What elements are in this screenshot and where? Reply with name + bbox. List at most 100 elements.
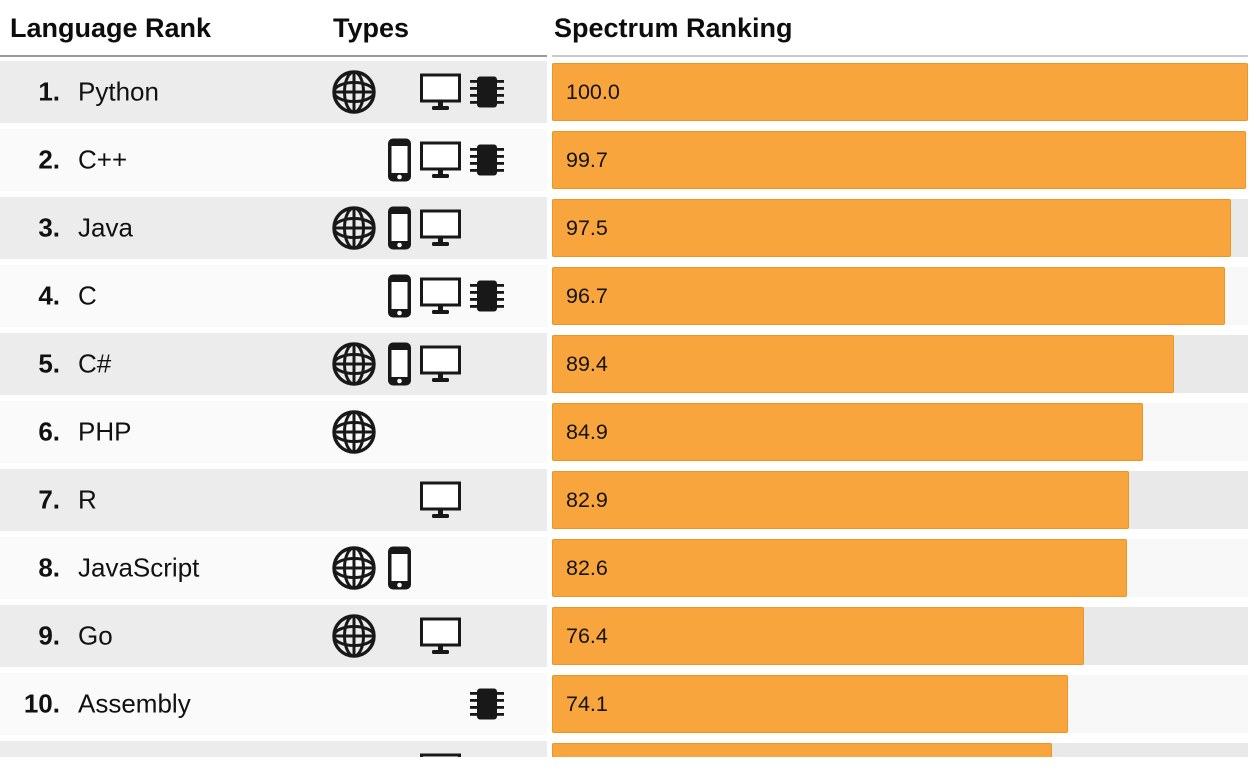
language-row: 3. Java xyxy=(0,194,1256,262)
rank-number: 1. xyxy=(38,76,60,107)
ranking-bar: 100.0 xyxy=(552,63,1248,121)
ranking-bar: 76.4 xyxy=(552,607,1084,665)
ranking-value: 100.0 xyxy=(566,79,620,104)
language-row-left-band: 6. PHP xyxy=(0,401,547,463)
ranking-value: 97.5 xyxy=(566,215,608,240)
language-row-left-band: 1. Python xyxy=(0,61,547,123)
embedded-chip-icon xyxy=(470,74,504,111)
ranking-rows-container: 1. Python xyxy=(0,58,1256,757)
web-globe-icon xyxy=(331,205,377,251)
language-name: R xyxy=(78,484,97,515)
language-name: C# xyxy=(78,348,112,379)
ranking-bar: 97.5 xyxy=(552,199,1231,257)
table-header: Language Rank Types Spectrum Ranking xyxy=(0,0,1256,57)
language-row-left-band: 2. C++ xyxy=(0,129,547,191)
language-row: 9. Go xyxy=(0,602,1256,670)
language-row-left-band: 10. Assembly xyxy=(0,673,547,735)
language-row: 10. Assembly xyxy=(0,670,1256,738)
rank-number: 9. xyxy=(38,620,60,651)
ranking-bar: 84.9 xyxy=(552,403,1143,461)
web-globe-icon xyxy=(331,545,377,591)
language-row-left-band: 4. C xyxy=(0,265,547,327)
web-globe-icon xyxy=(331,613,377,659)
language-row-left-band: 3. Java xyxy=(0,197,547,259)
language-row: 4. C xyxy=(0,262,1256,330)
embedded-chip-icon xyxy=(470,142,504,179)
language-name: Assembly xyxy=(78,688,191,719)
language-name: C++ xyxy=(78,144,128,175)
rank-number: 4. xyxy=(38,280,60,311)
ranking-bar: 82.9 xyxy=(552,471,1129,529)
ranking-value: 82.6 xyxy=(566,555,608,580)
desktop-monitor-icon xyxy=(420,209,461,247)
desktop-monitor-icon xyxy=(420,617,461,655)
mobile-phone-icon xyxy=(387,206,412,251)
ranking-bar: 96.7 xyxy=(552,267,1226,325)
ranking-value: 82.9 xyxy=(566,487,608,512)
mobile-phone-icon xyxy=(387,342,412,387)
ranking-value: 89.4 xyxy=(566,351,608,376)
ranking-value: 96.7 xyxy=(566,283,608,308)
bar-track: 99.7 xyxy=(552,131,1248,189)
language-row-left-band xyxy=(0,741,547,757)
bar-track: 82.6 xyxy=(552,539,1248,597)
web-globe-icon xyxy=(331,69,377,115)
mobile-phone-icon xyxy=(387,274,412,319)
rank-number: 8. xyxy=(38,552,60,583)
rank-number: 5. xyxy=(38,348,60,379)
desktop-monitor-icon xyxy=(420,277,461,315)
ranking-value: 84.9 xyxy=(566,419,608,444)
ranking-bar: 74.1 xyxy=(552,675,1068,733)
desktop-monitor-icon xyxy=(420,481,461,519)
language-row xyxy=(0,738,1256,757)
bar-track: 82.9 xyxy=(552,471,1248,529)
rank-number: 2. xyxy=(38,144,60,175)
language-row: 5. C# xyxy=(0,330,1256,398)
column-header-types: Types xyxy=(333,13,410,43)
embedded-chip-icon xyxy=(470,278,504,315)
ranking-bar: 99.7 xyxy=(552,131,1246,189)
ranking-value: 74.1 xyxy=(566,691,608,716)
web-globe-icon xyxy=(331,341,377,387)
language-name: Go xyxy=(78,620,113,651)
language-row: 2. C++ xyxy=(0,126,1256,194)
language-name: PHP xyxy=(78,416,132,447)
language-row-left-band: 8. JavaScript xyxy=(0,537,547,599)
header-divider-right xyxy=(552,55,1248,57)
embedded-chip-icon xyxy=(470,686,504,723)
bar-track xyxy=(552,743,1248,757)
bar-track: 89.4 xyxy=(552,335,1248,393)
ranking-bar: 82.6 xyxy=(552,539,1127,597)
language-row: 6. PHP xyxy=(0,398,1256,466)
rank-number: 10. xyxy=(23,688,60,719)
desktop-monitor-icon xyxy=(420,345,461,383)
ranking-value: 76.4 xyxy=(566,623,608,648)
bar-track: 100.0 xyxy=(552,63,1248,121)
language-name: JavaScript xyxy=(78,552,200,583)
language-name: C xyxy=(78,280,97,311)
desktop-monitor-icon xyxy=(420,141,461,179)
bar-track: 74.1 xyxy=(552,675,1248,733)
column-header-spectrum-ranking: Spectrum Ranking xyxy=(554,13,793,43)
bar-track: 84.9 xyxy=(552,403,1248,461)
column-header-language-rank: Language Rank xyxy=(10,13,212,43)
language-row: 8. JavaScript xyxy=(0,534,1256,602)
mobile-phone-icon xyxy=(387,546,412,591)
desktop-monitor-icon xyxy=(420,73,461,111)
desktop-monitor-icon xyxy=(420,753,461,757)
rank-number: 3. xyxy=(38,212,60,243)
bar-track: 76.4 xyxy=(552,607,1248,665)
rank-number: 7. xyxy=(38,484,60,515)
language-name: Java xyxy=(78,212,133,243)
language-row: 7. R xyxy=(0,466,1256,534)
language-row-left-band: 5. C# xyxy=(0,333,547,395)
bar-track: 97.5 xyxy=(552,199,1248,257)
ranking-value: 99.7 xyxy=(566,147,608,172)
mobile-phone-icon xyxy=(387,138,412,183)
language-name: Python xyxy=(78,76,159,107)
header-divider-left xyxy=(0,55,547,57)
bar-track: 96.7 xyxy=(552,267,1248,325)
ranking-bar: 89.4 xyxy=(552,335,1175,393)
language-row-left-band: 7. R xyxy=(0,469,547,531)
